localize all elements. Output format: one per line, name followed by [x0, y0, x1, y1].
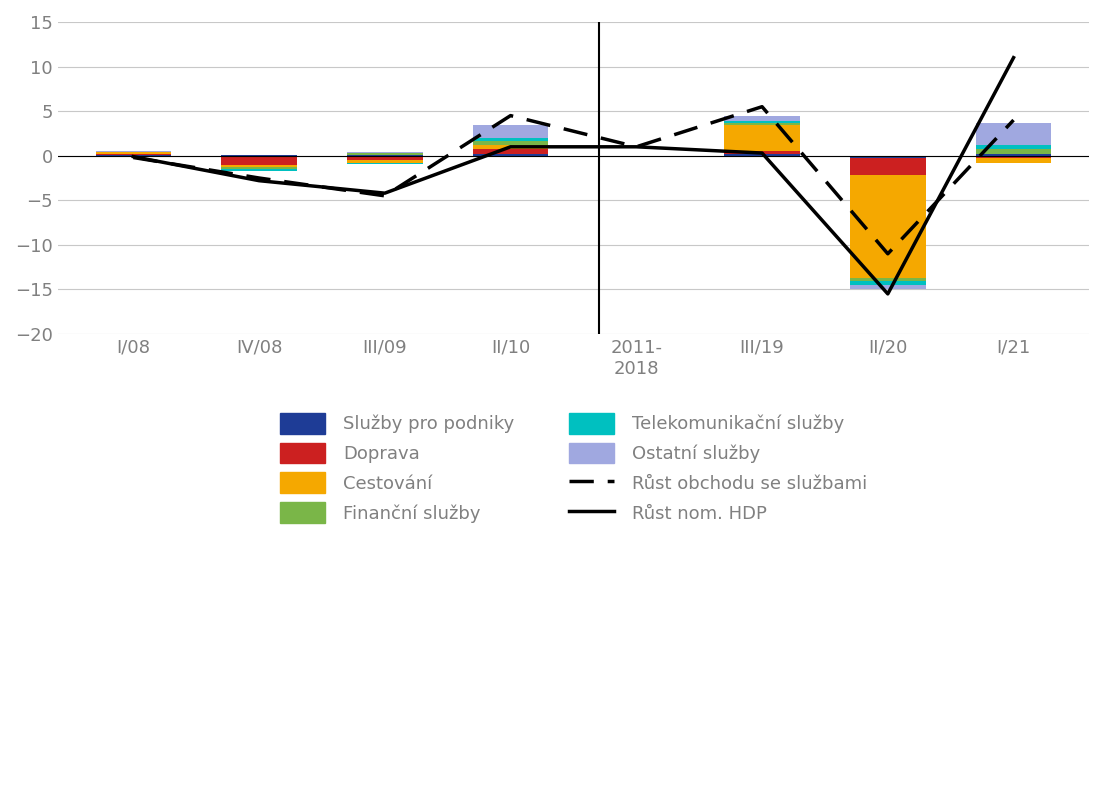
- Bar: [473, 124, 549, 138]
- Bar: [221, 167, 297, 169]
- Legend: Služby pro podniky, Doprava, Cestování, Finanční služby, Telekomunikační služby,: Služby pro podniky, Doprava, Cestování, …: [273, 406, 874, 530]
- Bar: [473, 154, 549, 155]
- Bar: [473, 140, 549, 145]
- Bar: [724, 151, 799, 154]
- Bar: [347, 155, 423, 160]
- Bar: [724, 123, 799, 124]
- Bar: [724, 116, 799, 121]
- Bar: [976, 155, 1051, 159]
- Bar: [96, 151, 171, 152]
- Bar: [976, 145, 1051, 150]
- Bar: [976, 123, 1051, 145]
- Bar: [724, 154, 799, 155]
- Bar: [221, 165, 297, 167]
- Bar: [473, 138, 549, 140]
- Bar: [96, 152, 171, 154]
- Bar: [221, 169, 297, 171]
- Bar: [850, 285, 925, 289]
- Bar: [850, 281, 925, 285]
- Bar: [96, 154, 171, 155]
- Bar: [347, 152, 423, 153]
- Bar: [724, 121, 799, 123]
- Bar: [976, 150, 1051, 154]
- Bar: [850, 158, 925, 175]
- Bar: [850, 155, 925, 158]
- Bar: [724, 124, 799, 151]
- Bar: [347, 153, 423, 155]
- Bar: [221, 155, 297, 165]
- Bar: [473, 145, 549, 150]
- Bar: [976, 154, 1051, 155]
- Bar: [347, 160, 423, 163]
- Bar: [850, 175, 925, 278]
- Bar: [473, 150, 549, 154]
- Bar: [850, 278, 925, 281]
- Bar: [976, 159, 1051, 163]
